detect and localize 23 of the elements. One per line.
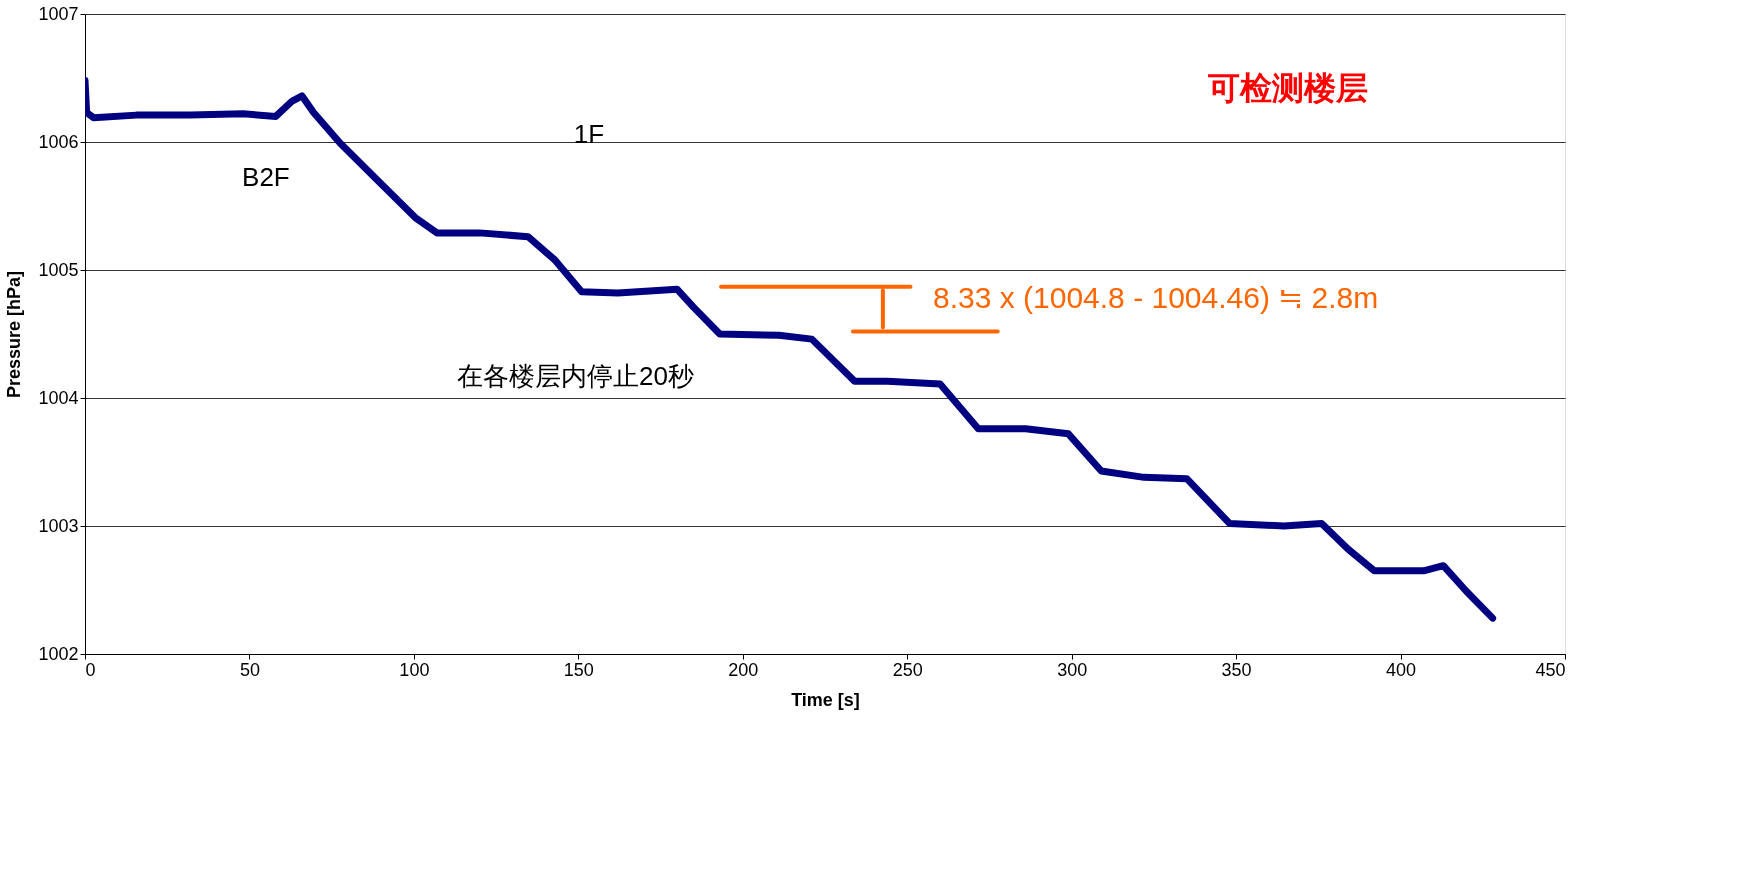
x-tick-label: 400 — [1386, 659, 1417, 680]
y-axis-title: Pressure [hPa] — [4, 270, 25, 399]
annotation: 8.33 x (1004.8 - 1004.46) ≒ 2.8m — [933, 281, 1379, 314]
x-tick-label: 0 — [85, 659, 96, 680]
annotation: 可检测楼层 — [1207, 70, 1368, 106]
y-tick-label: 1006 — [38, 131, 79, 152]
y-tick-label: 1005 — [38, 259, 79, 280]
x-tick-label: 250 — [892, 659, 923, 680]
annotation: 在各楼层内停止20秒 — [457, 360, 695, 391]
x-tick-label: 200 — [728, 659, 759, 680]
annotation: 1F — [573, 119, 605, 149]
y-tick-label: 1002 — [38, 643, 79, 664]
y-tick-label: 1007 — [38, 3, 79, 24]
y-tick-label: 1004 — [38, 387, 79, 408]
x-tick-label: 450 — [1535, 659, 1566, 680]
y-tick-label: 1003 — [38, 515, 79, 536]
x-tick-label: 350 — [1221, 659, 1252, 680]
annotation: B2F — [242, 162, 290, 193]
x-tick-label: 100 — [399, 659, 430, 680]
x-tick-label: 300 — [1057, 659, 1088, 680]
x-tick-label: 150 — [563, 659, 594, 680]
x-axis-title: Time [s] — [791, 689, 860, 710]
x-tick-label: 50 — [239, 659, 260, 680]
